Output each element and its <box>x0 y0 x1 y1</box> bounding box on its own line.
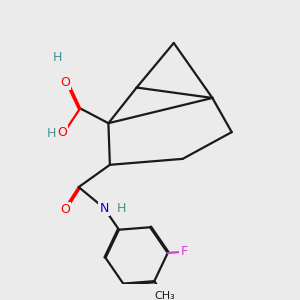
Text: F: F <box>181 245 188 258</box>
Text: O: O <box>60 76 70 89</box>
Text: H: H <box>117 202 127 215</box>
Text: H: H <box>47 127 56 140</box>
Text: O: O <box>57 126 67 139</box>
Text: O: O <box>60 203 70 216</box>
Text: CH₃: CH₃ <box>154 291 175 300</box>
Text: H: H <box>53 51 63 64</box>
Text: N: N <box>99 202 109 215</box>
